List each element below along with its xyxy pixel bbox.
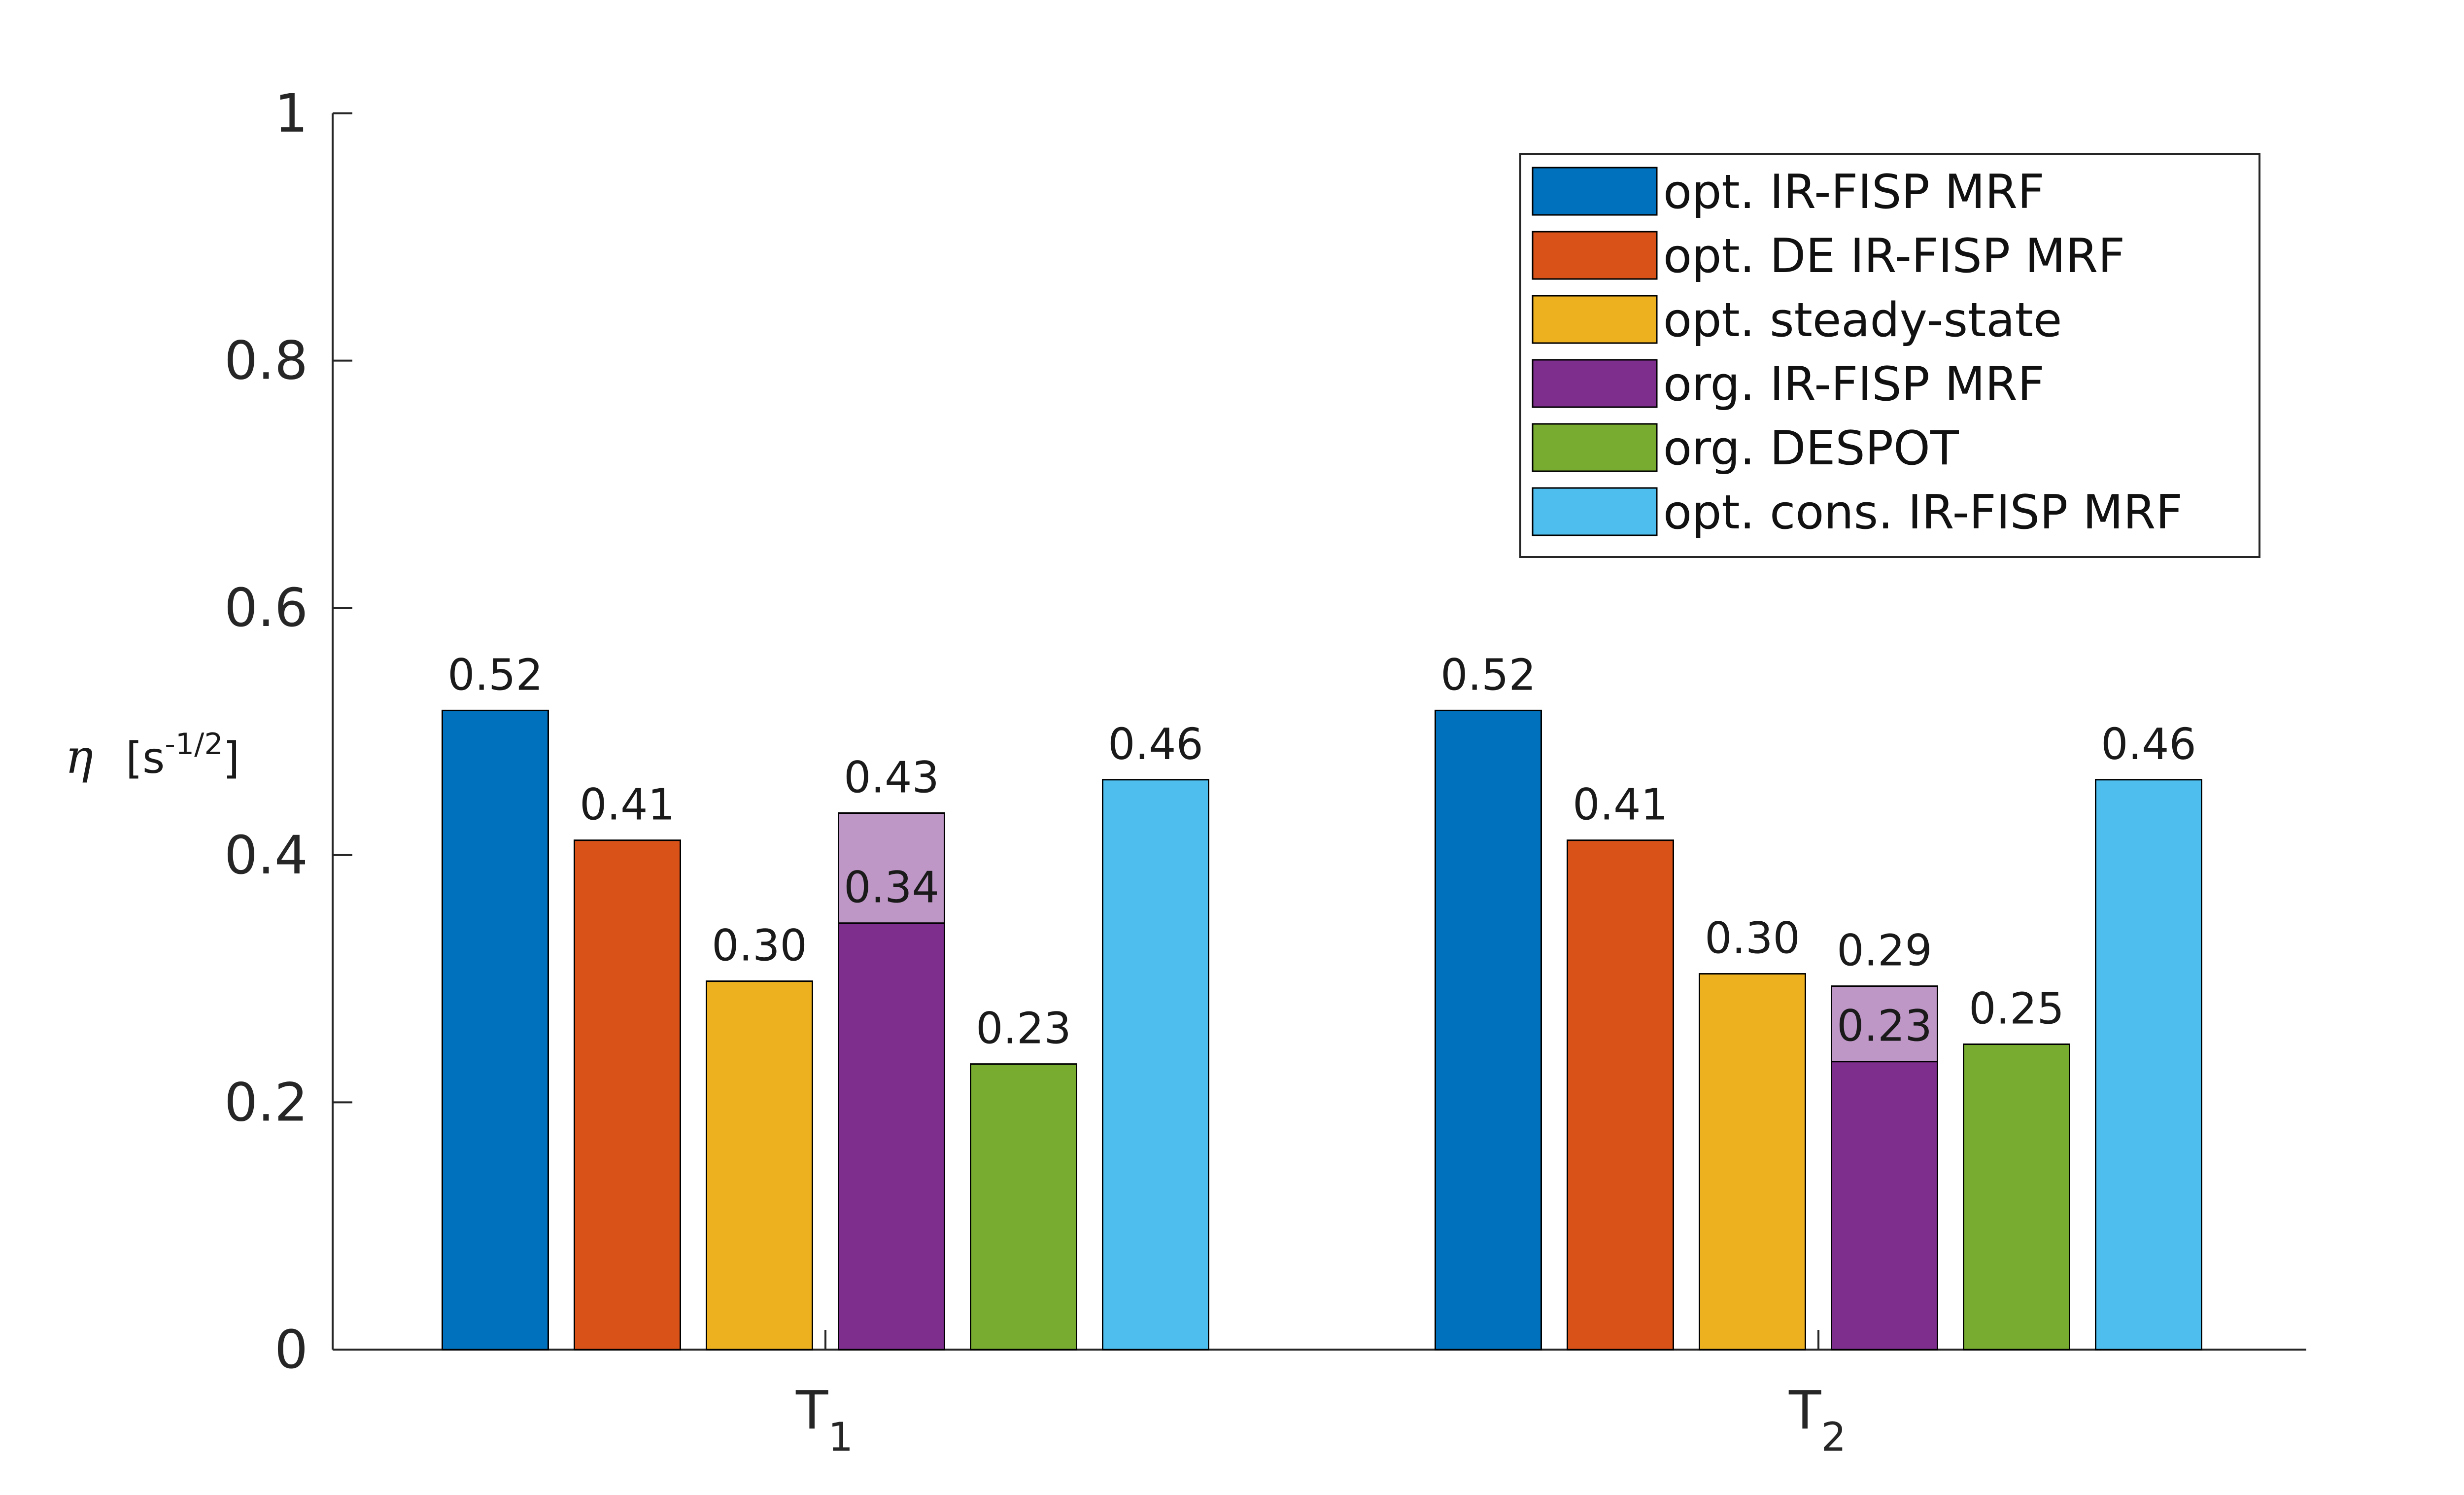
data-label: 0.41 <box>580 780 675 830</box>
y-tick-label: 0.6 <box>224 578 308 639</box>
legend-swatch <box>1532 487 1658 536</box>
legend-swatch <box>1532 423 1658 472</box>
bar <box>1831 1061 1938 1351</box>
x-tick-label-main: T <box>1788 1380 1821 1441</box>
bar-overlay <box>838 812 945 924</box>
data-label: 0.30 <box>1705 913 1800 964</box>
y-tick-label: 0.8 <box>224 331 308 392</box>
y-tick-label: 0.2 <box>224 1072 308 1133</box>
x-tick-label-subscript: 1 <box>828 1414 853 1460</box>
legend-swatch <box>1532 359 1658 408</box>
legend-entry: opt. cons. IR-FISP MRF <box>1663 486 2183 540</box>
x-tick-label-subscript: 2 <box>1821 1414 1846 1460</box>
bar <box>1102 779 1209 1351</box>
bar <box>1963 1043 2070 1351</box>
data-label: 0.52 <box>447 650 543 700</box>
legend-entry: org. IR-FISP MRF <box>1663 357 2045 412</box>
y-axis-label-symbol: η <box>65 730 93 784</box>
data-label: 0.23 <box>976 1004 1071 1054</box>
data-labels: 0.52 0.41 0.30 0.43 0.34 0.23 0.46 0.52 0.41 0.30… <box>447 650 2196 1053</box>
bar <box>706 980 813 1351</box>
data-label: 0.46 <box>1108 719 1203 769</box>
legend-swatch <box>1532 295 1658 344</box>
bar <box>838 922 945 1351</box>
bar <box>1567 839 1674 1351</box>
y-tick-label: 0 <box>274 1320 308 1381</box>
x-tick-label: T2 <box>1788 1380 1846 1460</box>
bar <box>1699 973 1806 1351</box>
data-label: 0.46 <box>2101 719 2196 769</box>
legend-entry: opt. IR-FISP MRF <box>1663 165 2045 219</box>
data-label: 0.29 <box>1837 926 1932 976</box>
bar <box>970 1063 1077 1351</box>
bar <box>442 709 549 1351</box>
bar-overlay <box>1831 985 1938 1063</box>
data-label: 0.52 <box>1440 650 1536 700</box>
legend-entry: opt. steady-state <box>1663 293 2062 348</box>
data-label: 0.30 <box>712 921 807 971</box>
data-label: 0.41 <box>1573 780 1668 830</box>
y-axis-unit-open: [s <box>126 733 165 783</box>
data-label: 0.25 <box>1969 984 2064 1034</box>
bar <box>2095 779 2202 1351</box>
legend-swatch <box>1532 167 1658 216</box>
data-label: 0.34 <box>844 863 939 913</box>
y-axis-unit-exponent: -1/2 <box>165 727 223 762</box>
legend-swatch <box>1532 231 1658 280</box>
legend: opt. IR-FISP MRF opt. DE IR-FISP MRF opt. … <box>1519 153 2260 558</box>
data-label: 0.23 <box>1837 1001 1932 1051</box>
y-axis-label-unit: [s-1/2] <box>126 727 240 783</box>
data-label: 0.43 <box>844 753 939 803</box>
legend-entry: org. DESPOT <box>1663 421 1959 476</box>
legend-entry: opt. DE IR-FISP MRF <box>1663 229 2125 283</box>
y-axis-label: η [s-1/2] <box>65 727 240 784</box>
y-tick-label: 0.4 <box>224 825 308 886</box>
bars <box>442 709 2202 1351</box>
y-tick-label: 1 <box>274 83 308 144</box>
x-tick-label-main: T <box>795 1380 828 1441</box>
bar <box>1435 709 1542 1351</box>
bar <box>574 839 681 1351</box>
x-tick-label: T1 <box>795 1380 853 1460</box>
y-axis-unit-close: ] <box>223 733 240 783</box>
